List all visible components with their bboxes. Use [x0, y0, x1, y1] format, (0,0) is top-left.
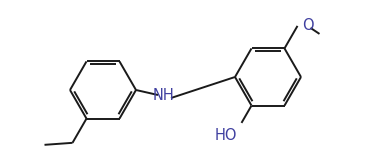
Text: O: O [303, 18, 314, 33]
Text: NH: NH [153, 88, 175, 104]
Text: HO: HO [215, 128, 238, 143]
